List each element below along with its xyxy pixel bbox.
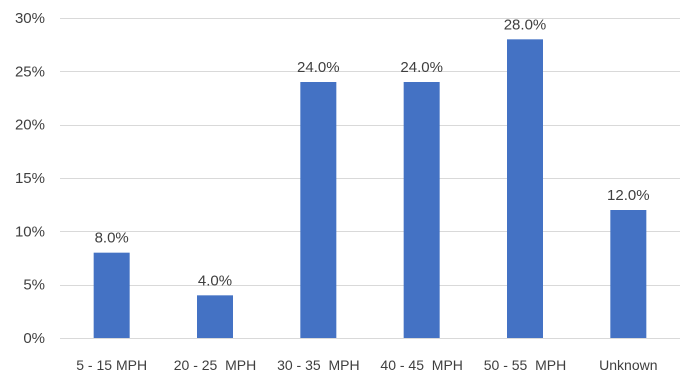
data-label: 24.0% [297,59,340,76]
x-category-label: Unknown [599,357,657,373]
bar [300,82,337,338]
y-tick-label: 25% [15,63,45,80]
y-tick-label: 20% [15,117,45,134]
data-label: 8.0% [95,230,129,247]
y-tick-label: 0% [23,330,45,347]
gridlines [60,18,680,339]
bar [197,295,233,338]
data-label: 4.0% [198,272,232,289]
data-label: 12.0% [607,187,650,204]
bar [507,39,543,338]
bars [93,39,647,338]
y-tick-label: 15% [15,170,45,187]
x-category-label: 50 - 55 MPH [484,357,566,373]
y-tick-label: 30% [15,10,45,27]
bar [403,82,440,338]
bar [93,252,130,338]
x-category-label: 5 - 15 MPH [76,357,147,373]
y-axis-ticks: 0% 5% 10% 15% 20% 25% 30% [15,10,45,347]
data-label: 24.0% [400,59,443,76]
x-category-label: 30 - 35 MPH [277,357,359,373]
data-labels: 8.0% 4.0% 24.0% 24.0% 28.0% 12.0% [95,16,650,289]
x-category-label: 20 - 25 MPH [174,357,256,373]
data-label: 28.0% [504,16,547,33]
y-tick-label: 5% [23,277,45,294]
x-axis-labels: 5 - 15 MPH 20 - 25 MPH 30 - 35 MPH 40 - 45 … [76,357,657,373]
bar [610,210,647,338]
y-tick-label: 10% [15,223,45,240]
x-category-label: 40 - 45 MPH [380,357,462,373]
